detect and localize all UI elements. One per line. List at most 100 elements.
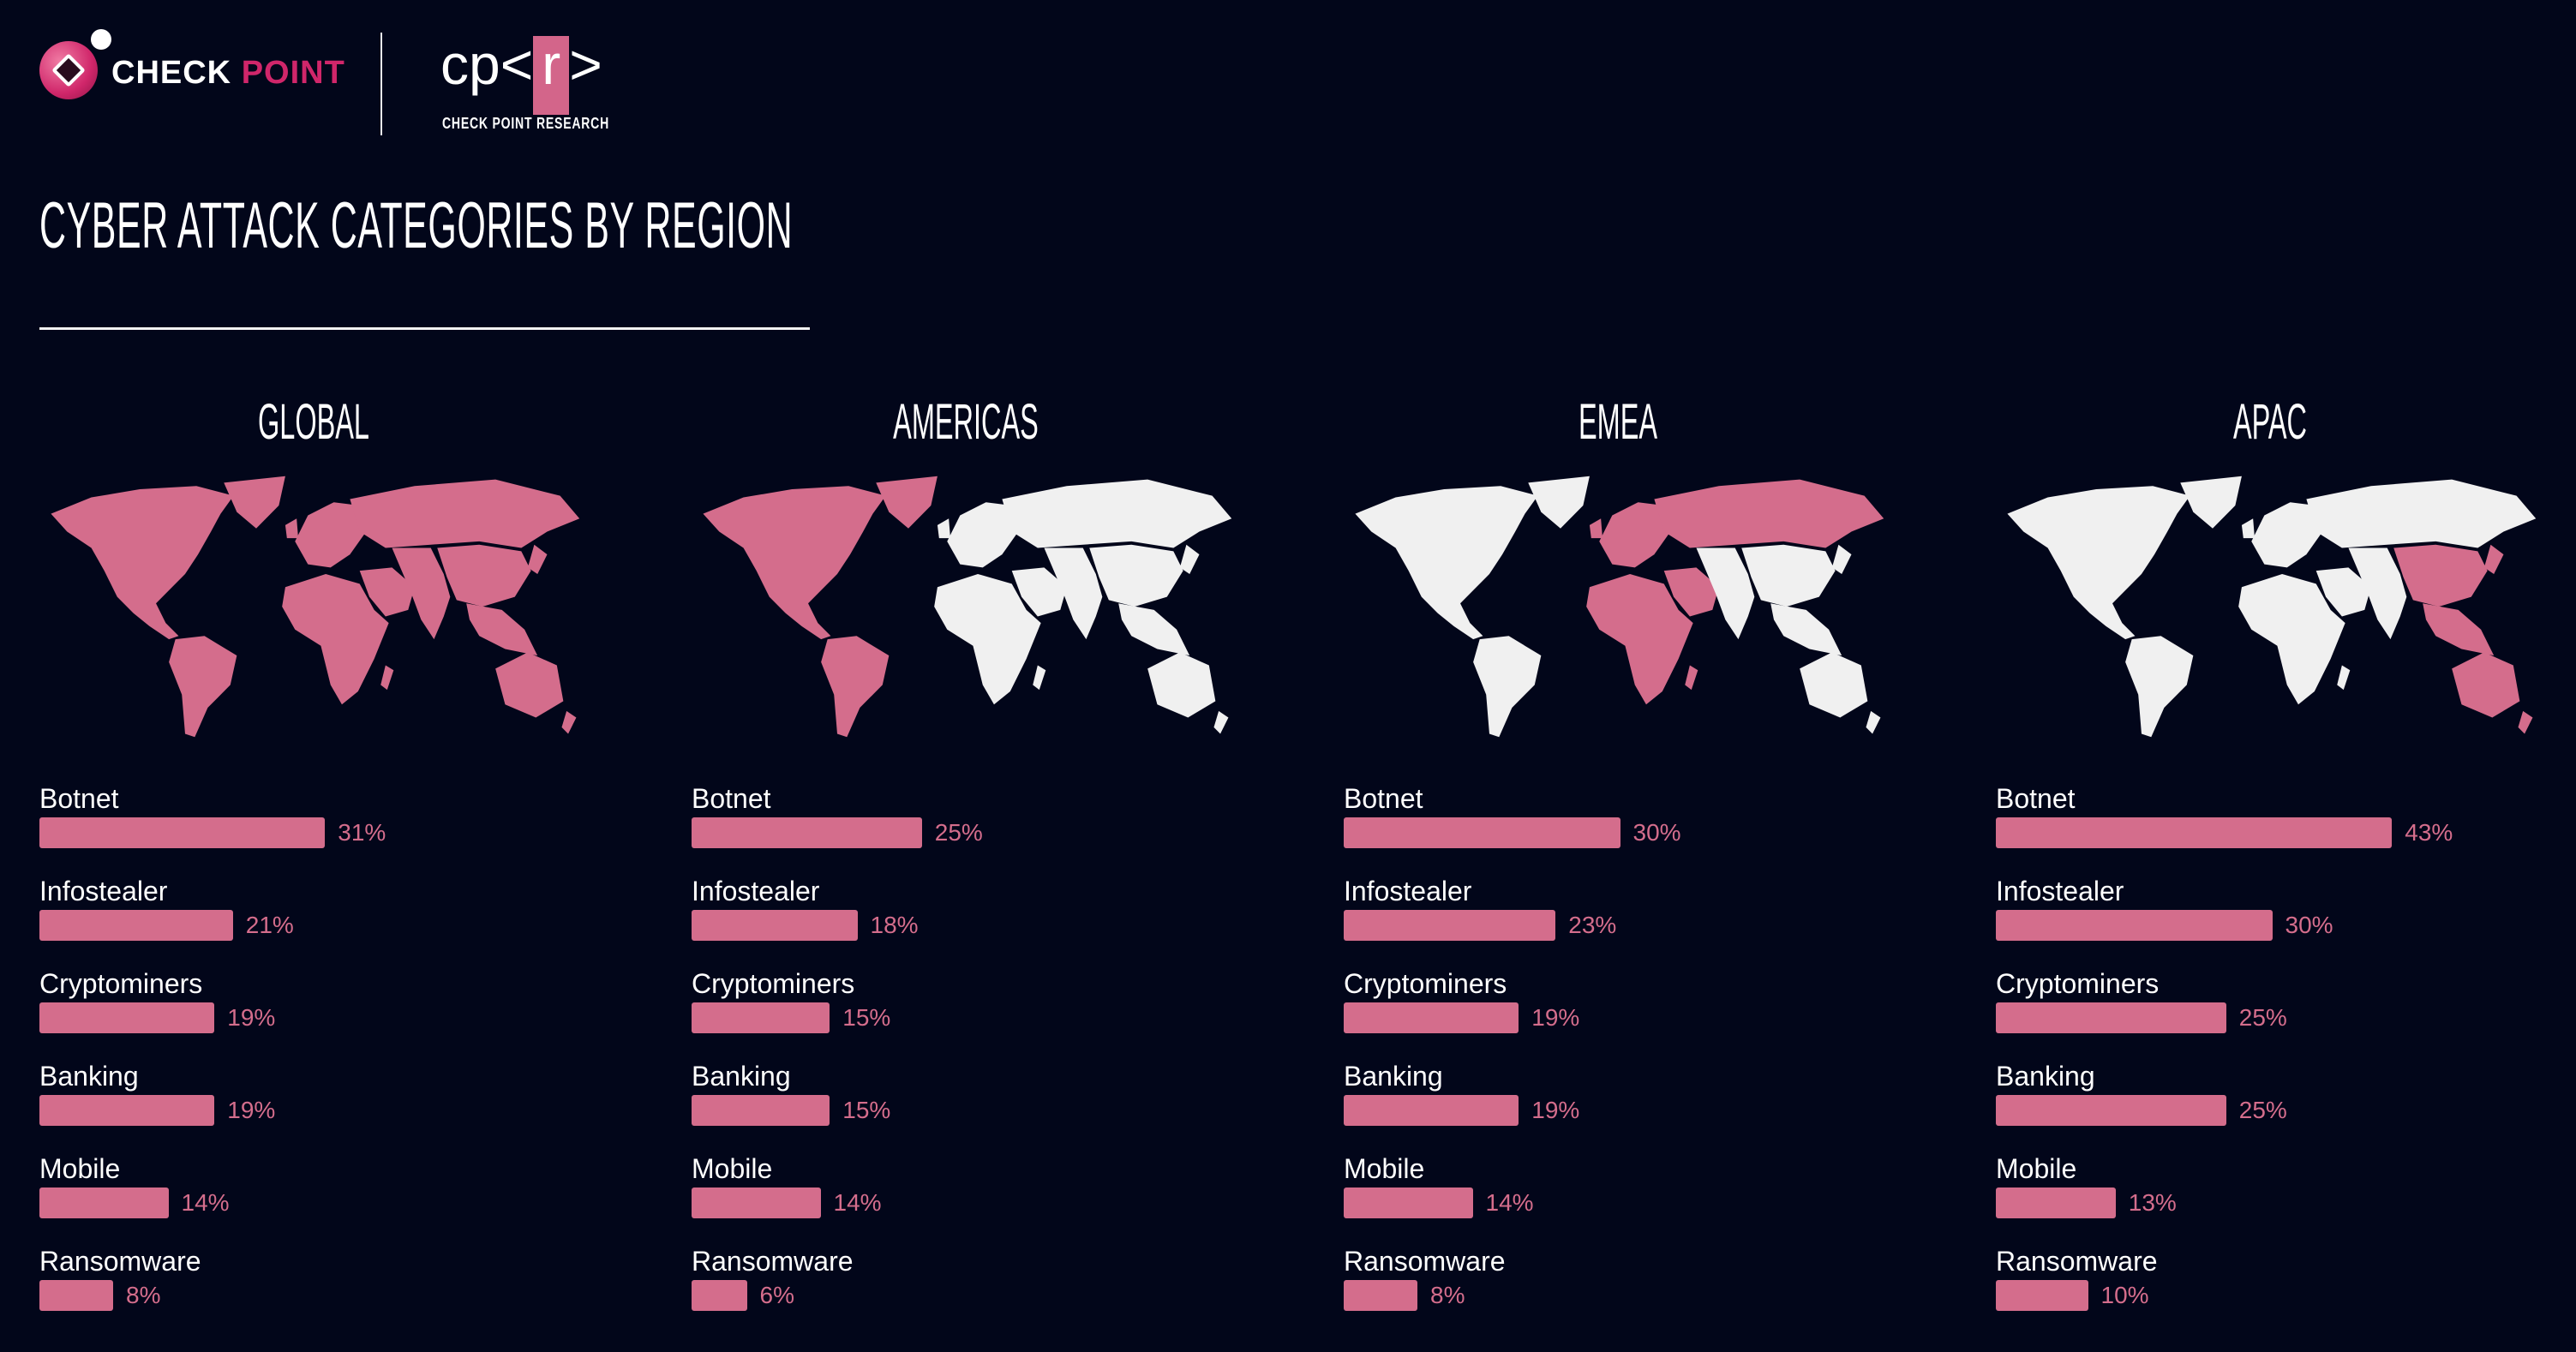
map-middle-east: [1011, 567, 1067, 617]
world-map: [2007, 476, 2537, 738]
category-label: Infostealer: [39, 876, 168, 906]
world-map: [703, 476, 1232, 738]
map-china: [437, 544, 531, 607]
map-europe: [1599, 502, 1671, 568]
map-russia: [350, 479, 580, 548]
map-madagascar: [1685, 665, 1698, 691]
value-label: 13%: [2128, 1189, 2177, 1216]
title-rule: [39, 327, 810, 330]
map-australia: [495, 652, 564, 718]
value-label: 19%: [1531, 1097, 1580, 1123]
cpr-suffix: >: [569, 33, 602, 96]
value-label: 14%: [181, 1189, 230, 1216]
map-se-asia: [466, 603, 538, 656]
bar-row-botnet: Botnet 25%: [692, 785, 1344, 870]
bar: [1996, 1095, 2226, 1126]
bar-row-banking: Banking 15%: [692, 1062, 1344, 1148]
cpr-prefix: cp<: [440, 33, 534, 96]
map-central-asia-india: [2348, 547, 2407, 640]
map-africa: [1586, 573, 1693, 705]
value-label: 14%: [833, 1189, 882, 1216]
map-europe: [947, 502, 1019, 568]
value-label: 8%: [126, 1282, 161, 1308]
map-south-america: [821, 636, 890, 738]
bar-row-botnet: Botnet 43%: [1996, 785, 2576, 870]
map-japan: [2483, 544, 2504, 574]
bar: [39, 817, 326, 848]
bar: [39, 910, 233, 941]
region-title: GLOBAL: [258, 394, 369, 450]
bar-row-cryptominers: Cryptominers 19%: [39, 970, 692, 1056]
map-uk: [937, 518, 951, 539]
map-se-asia: [1118, 603, 1190, 656]
bar-row-ransomware: Ransomware 8%: [39, 1247, 692, 1333]
map-australia: [1800, 652, 1868, 718]
bar-row-infostealer: Infostealer 18%: [692, 877, 1344, 963]
region-panel-global: GLOBAL Botnet 31% Infostealer 21% Cryptominer…: [39, 386, 692, 1337]
value-label: 25%: [934, 819, 983, 846]
map-greenland: [2180, 476, 2242, 529]
map-greenland: [224, 476, 285, 529]
bar-row-mobile: Mobile 13%: [1996, 1155, 2576, 1241]
value-label: 19%: [1531, 1004, 1580, 1031]
category-label: Ransomware: [1344, 1246, 1506, 1277]
category-label: Cryptominers: [692, 968, 855, 999]
map-china: [1089, 544, 1183, 607]
bar: [692, 910, 858, 941]
value-label: 15%: [842, 1097, 891, 1123]
bar-row-ransomware: Ransomware 8%: [1344, 1247, 1996, 1333]
map-uk: [285, 518, 299, 539]
bar: [692, 1002, 830, 1033]
map-madagascar: [1033, 665, 1046, 691]
cpr-box: r: [533, 36, 570, 115]
category-label: Cryptominers: [1996, 968, 2160, 999]
category-label: Botnet: [1996, 783, 2076, 814]
bar-row-ransomware: Ransomware 10%: [1996, 1247, 2576, 1333]
map-uk: [2241, 518, 2255, 539]
category-label: Banking: [1344, 1061, 1443, 1092]
map-africa: [282, 573, 389, 705]
category-label: Banking: [1996, 1061, 2095, 1092]
bar: [692, 1095, 830, 1126]
bar-row-banking: Banking 25%: [1996, 1062, 2576, 1148]
map-central-asia-india: [392, 547, 451, 640]
map-south-america: [169, 636, 237, 738]
region-title: APAC: [2232, 394, 2308, 450]
bar: [1344, 1095, 1519, 1126]
map-middle-east: [359, 567, 415, 617]
value-label: 43%: [2405, 819, 2453, 846]
value-label: 19%: [227, 1097, 276, 1123]
bar-row-mobile: Mobile 14%: [1344, 1155, 1996, 1241]
check-point-wordmark: CHECK POINT: [111, 55, 345, 92]
map-central-asia-india: [1696, 547, 1755, 640]
map-greenland: [1528, 476, 1590, 529]
bar-row-banking: Banking 19%: [1344, 1062, 1996, 1148]
value-label: 30%: [1632, 819, 1681, 846]
category-label: Cryptominers: [39, 968, 203, 999]
wordmark-point: POINT: [241, 55, 345, 91]
region-panel-americas: AMERICAS Botnet 25% Infostealer 18% Cryptomin…: [692, 386, 1344, 1337]
category-label: Botnet: [692, 783, 771, 814]
check-point-logo-dot-icon: [91, 29, 111, 50]
category-label: Banking: [692, 1061, 791, 1092]
logo-divider: [380, 33, 382, 135]
map-new-zealand: [2518, 710, 2533, 734]
bar: [1344, 1002, 1519, 1033]
category-label: Ransomware: [692, 1246, 854, 1277]
value-label: 8%: [1430, 1282, 1465, 1308]
map-japan: [1831, 544, 1852, 574]
check-point-logo: CHECK POINT: [39, 29, 382, 106]
bar-row-mobile: Mobile 14%: [692, 1155, 1344, 1241]
category-label: Infostealer: [1996, 876, 2124, 906]
map-madagascar: [380, 665, 394, 691]
category-label: Mobile: [39, 1153, 121, 1184]
map-new-zealand: [1866, 710, 1881, 734]
map-madagascar: [2337, 665, 2351, 691]
value-label: 18%: [870, 912, 919, 938]
map-japan: [527, 544, 548, 574]
map-china: [1741, 544, 1836, 607]
bar: [692, 1187, 821, 1218]
map-uk: [1589, 518, 1603, 539]
wordmark-check: CHECK: [111, 55, 232, 91]
bar-row-infostealer: Infostealer 30%: [1996, 877, 2576, 963]
